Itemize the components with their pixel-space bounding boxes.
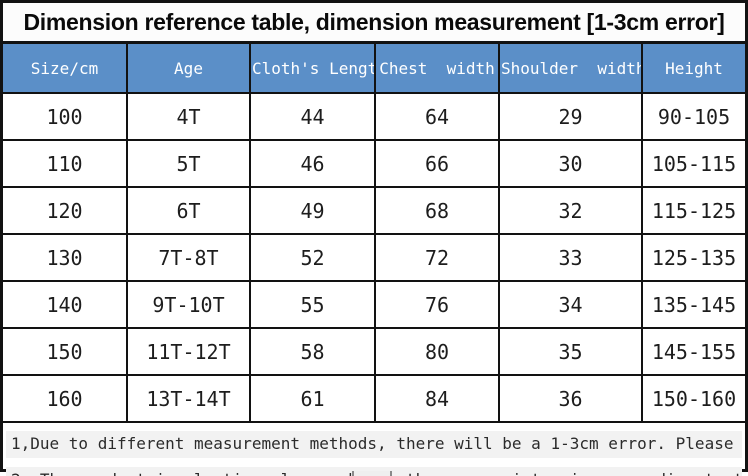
table-cell: 36 — [498, 374, 643, 423]
table-row: 140 9T-10T 55 76 34 135-145 — [3, 280, 745, 329]
table-cell: 76 — [374, 280, 500, 329]
column-header-size-cm: Size/cm — [3, 41, 128, 94]
table-cell: 30 — [498, 139, 643, 188]
column-header-cloth-length: Cloth's Length — [249, 41, 376, 94]
table-cell: 6T — [126, 186, 251, 235]
cropped-next-row-fragment — [352, 471, 392, 476]
table-cell: 80 — [374, 327, 500, 376]
table-cell: 150-160 — [641, 374, 745, 423]
table-cell: 11T-12T — [126, 327, 251, 376]
table-cell: 29 — [498, 92, 643, 141]
table-cell: 9T-10T — [126, 280, 251, 329]
table-cell: 130 — [3, 233, 128, 282]
table-cell: 100 — [3, 92, 128, 141]
table-cell: 105-115 — [641, 139, 745, 188]
table-cell: 52 — [249, 233, 376, 282]
table-cell: 44 — [249, 92, 376, 141]
table-cell: 150 — [3, 327, 128, 376]
table-cell: 55 — [249, 280, 376, 329]
table-row: 160 13T-14T 61 84 36 150-160 — [3, 374, 745, 423]
table-row: 130 7T-8T 52 72 33 125-135 — [3, 233, 745, 282]
table-cell: 34 — [498, 280, 643, 329]
table-cell: 145-155 — [641, 327, 745, 376]
footnotes: 1,Due to different measurement methods, … — [3, 423, 745, 476]
table-cell: 84 — [374, 374, 500, 423]
table-cell: 5T — [126, 139, 251, 188]
title-bar: Dimension reference table, dimension mea… — [3, 3, 745, 41]
table-cell: 72 — [374, 233, 500, 282]
table-cell: 115-125 — [641, 186, 745, 235]
table-cell: 58 — [249, 327, 376, 376]
table-cell: 66 — [374, 139, 500, 188]
column-header-height: Height — [641, 41, 745, 94]
table-cell: 46 — [249, 139, 376, 188]
table-cell: 120 — [3, 186, 128, 235]
column-header-shoulder-width: Shoulder width — [498, 41, 643, 94]
table-cell: 64 — [374, 92, 500, 141]
table-cell: 13T-14T — [126, 374, 251, 423]
header-row: Size/cm Age Cloth's Length Chest width S… — [3, 41, 745, 94]
table-row: 120 6T 49 68 32 115-125 — [3, 186, 745, 235]
column-header-age: Age — [126, 41, 251, 94]
page-title: Dimension reference table, dimension mea… — [23, 8, 725, 35]
table-cell: 4T — [126, 92, 251, 141]
table-cell: 35 — [498, 327, 643, 376]
table-cell: 7T-8T — [126, 233, 251, 282]
table-cell: 110 — [3, 139, 128, 188]
table-cell: 140 — [3, 280, 128, 329]
table-cell: 33 — [498, 233, 643, 282]
table-row: 150 11T-12T 58 80 35 145-155 — [3, 327, 745, 376]
table-cell: 68 — [374, 186, 500, 235]
table-row: 100 4T 44 64 29 90-105 — [3, 92, 745, 141]
table-cell: 135-145 — [641, 280, 745, 329]
table-cell: 90-105 — [641, 92, 745, 141]
table-cell: 32 — [498, 186, 643, 235]
table-row: 110 5T 46 66 30 105-115 — [3, 139, 745, 188]
table-cell: 125-135 — [641, 233, 745, 282]
size-table: Size/cm Age Cloth's Length Chest width S… — [3, 41, 745, 423]
table-cell: 160 — [3, 374, 128, 423]
note-line-1: 1,Due to different measurement methods, … — [6, 431, 742, 458]
column-header-chest-width: Chest width — [374, 41, 500, 94]
table-cell: 49 — [249, 186, 376, 235]
table-cell: 61 — [249, 374, 376, 423]
